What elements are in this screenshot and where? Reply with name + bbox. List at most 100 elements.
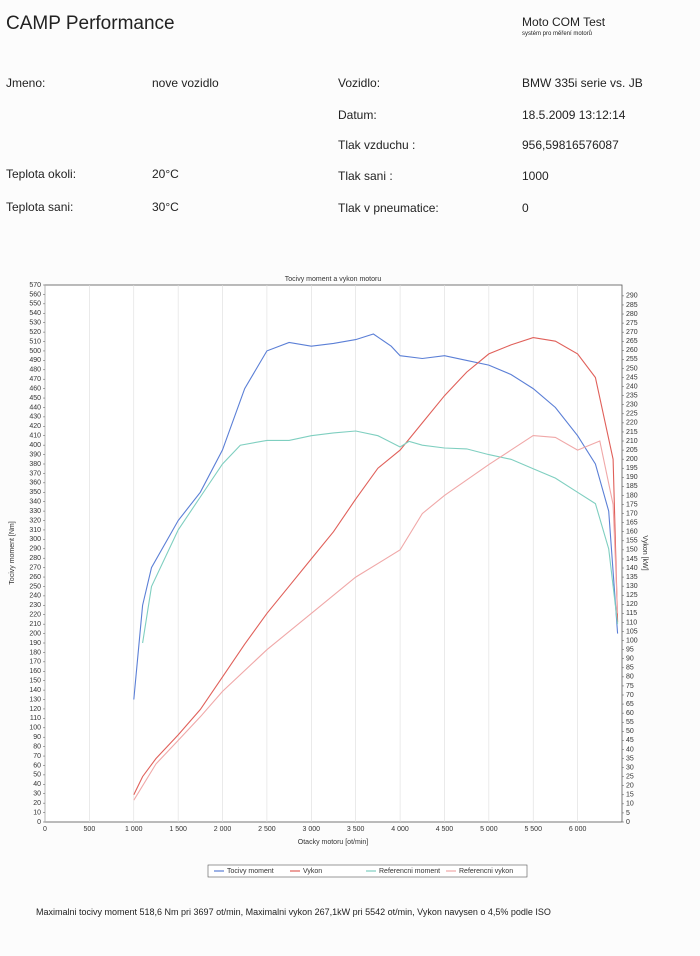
y2-tick-label: 250 — [626, 365, 638, 372]
y2-tick-label: 210 — [626, 438, 638, 445]
plot-area — [44, 284, 623, 823]
y2-tick-label: 260 — [626, 347, 638, 354]
y2-tick-label: 285 — [626, 302, 638, 309]
y-tick-label: 10 — [33, 809, 41, 816]
y2-tick-label: 290 — [626, 293, 638, 300]
y-tick-label: 80 — [33, 743, 41, 750]
field-value: 20°C — [152, 167, 179, 181]
y2-tick-label: 270 — [626, 329, 638, 336]
x-tick-label: 6 000 — [569, 826, 587, 833]
x-tick-label: 3 000 — [303, 826, 321, 833]
y2-tick-label: 160 — [626, 529, 638, 536]
y-tick-label: 380 — [29, 461, 41, 468]
y2-tick-label: 55 — [626, 719, 634, 726]
y2-tick-label: 145 — [626, 556, 638, 563]
y2-axis-label: Vykon [kW] — [641, 535, 648, 570]
y2-tick-label: 120 — [626, 601, 638, 608]
y2-tick-label: 255 — [626, 356, 638, 363]
legend-label: Referencni vykon — [459, 868, 513, 875]
y2-tick-label: 185 — [626, 483, 638, 490]
y-tick-label: 520 — [29, 329, 41, 336]
y-tick-label: 300 — [29, 536, 41, 543]
x-tick-label: 1 000 — [125, 826, 143, 833]
y-tick-label: 30 — [33, 791, 41, 798]
y-tick-label: 70 — [33, 753, 41, 760]
y-tick-label: 510 — [29, 338, 41, 345]
y-tick-label: 450 — [29, 395, 41, 402]
y-tick-label: 230 — [29, 602, 41, 609]
y2-tick-label: 175 — [626, 501, 638, 508]
y-tick-label: 390 — [29, 451, 41, 458]
y2-tick-label: 90 — [626, 656, 634, 663]
y2-tick-label: 65 — [626, 701, 634, 708]
field-value: BMW 335i serie vs. JB — [522, 76, 643, 90]
y-tick-label: 90 — [33, 734, 41, 741]
y-tick-label: 490 — [29, 357, 41, 364]
y2-tick-label: 5 — [626, 810, 630, 817]
y2-tick-label: 115 — [626, 610, 637, 617]
y2-tick-label: 220 — [626, 420, 638, 427]
y-tick-label: 320 — [29, 517, 41, 524]
y-tick-label: 550 — [29, 301, 41, 308]
y2-tick-label: 35 — [626, 755, 634, 762]
y2-tick-label: 130 — [626, 583, 638, 590]
legend-label: Referencni moment — [379, 868, 440, 875]
y2-tick-label: 245 — [626, 374, 638, 381]
field-label: Jmeno: — [6, 76, 46, 90]
y2-tick-label: 105 — [626, 628, 638, 635]
y2-tick-label: 200 — [626, 456, 638, 463]
series-line — [133, 333, 619, 700]
x-tick-label: 4 000 — [391, 826, 409, 833]
y2-tick-label: 265 — [626, 338, 638, 345]
y-tick-label: 270 — [29, 564, 41, 571]
y-tick-label: 160 — [29, 668, 41, 675]
y-axis-label: Tocivy moment [Nm] — [9, 521, 16, 584]
y2-tick-label: 140 — [626, 565, 638, 572]
y-tick-label: 480 — [29, 367, 41, 374]
x-tick-label: 500 — [84, 826, 96, 833]
y-tick-label: 60 — [33, 762, 41, 769]
y2-tick-label: 165 — [626, 520, 638, 527]
y-tick-label: 570 — [29, 282, 41, 289]
y2-tick-label: 180 — [626, 492, 638, 499]
y-tick-label: 500 — [29, 348, 41, 355]
y-tick-label: 370 — [29, 470, 41, 477]
y-tick-label: 330 — [29, 508, 41, 515]
chart: Tocivy moment a vykon motoru Otacky moto… — [9, 276, 648, 878]
x-tick-label: 2 500 — [258, 826, 276, 833]
y-tick-label: 540 — [29, 310, 41, 317]
y-tick-label: 430 — [29, 414, 41, 421]
y2-tick-label: 230 — [626, 402, 638, 409]
y2-tick-label: 30 — [626, 764, 634, 771]
x-tick-label: 5 500 — [524, 826, 542, 833]
series-line — [133, 435, 619, 801]
y2-tick-label: 40 — [626, 746, 634, 753]
y2-tick-label: 110 — [626, 619, 637, 626]
y-tick-label: 40 — [33, 781, 41, 788]
y-tick-label: 50 — [33, 772, 41, 779]
y2-tick-label: 275 — [626, 320, 638, 327]
y2-tick-label: 50 — [626, 728, 634, 735]
y2-tick-label: 10 — [626, 801, 634, 808]
y2-tick-label: 125 — [626, 592, 638, 599]
y-tick-label: 130 — [29, 696, 41, 703]
x-axis-label: Otacky motoru [ot/min] — [298, 839, 368, 846]
y-tick-label: 260 — [29, 574, 41, 581]
y-tick-label: 120 — [29, 706, 41, 713]
y-tick-label: 420 — [29, 423, 41, 430]
y-tick-label: 20 — [33, 800, 41, 807]
y2-tick-label: 15 — [626, 792, 634, 799]
x-tick-label: 1 500 — [169, 826, 187, 833]
y-tick-label: 290 — [29, 546, 41, 553]
y2-tick-label: 95 — [626, 646, 634, 653]
y-tick-label: 250 — [29, 583, 41, 590]
y-tick-label: 340 — [29, 499, 41, 506]
y2-tick-label: 240 — [626, 383, 638, 390]
field-label: Teplota okoli: — [6, 167, 77, 181]
y-tick-label: 410 — [29, 433, 41, 440]
y-tick-label: 350 — [29, 489, 41, 496]
field-label: Tlak sani : — [338, 169, 393, 183]
field-value: 30°C — [152, 200, 179, 214]
y-tick-label: 470 — [29, 376, 41, 383]
